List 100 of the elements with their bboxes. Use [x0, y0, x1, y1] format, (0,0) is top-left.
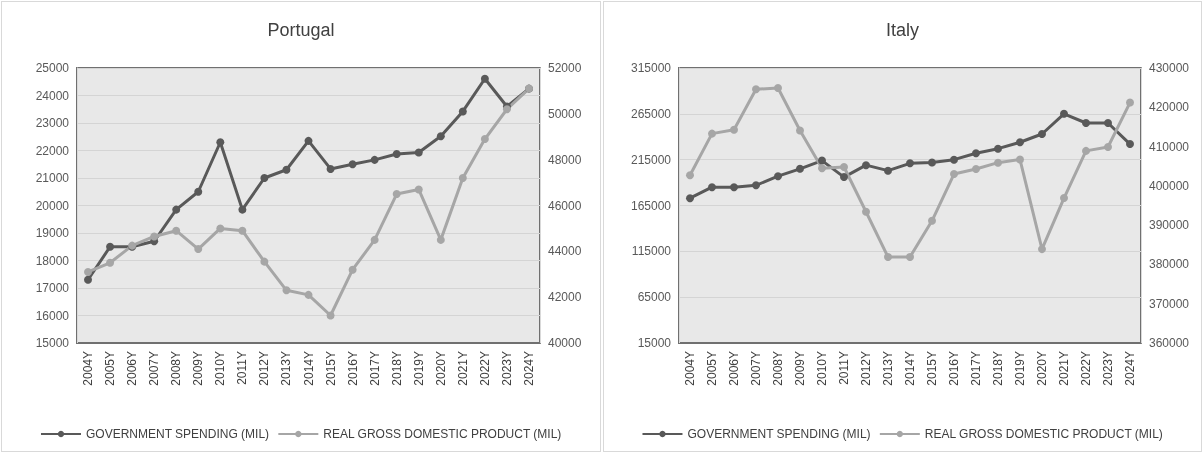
point: [950, 155, 958, 164]
y-tick-label: 21000: [35, 171, 70, 185]
point: [774, 84, 782, 93]
point: [906, 159, 914, 168]
x-tick-label: 2011Y: [837, 351, 851, 385]
point: [708, 129, 716, 138]
point: [818, 164, 826, 173]
y-tick-label: 65000: [637, 290, 672, 305]
x-tick-label: 2012Y: [257, 351, 272, 386]
point: [1126, 98, 1134, 107]
x-tick-label: 2020Y: [1035, 351, 1049, 386]
point: [194, 245, 203, 254]
point: [906, 252, 914, 261]
chart-title: Portugal: [267, 20, 335, 40]
point: [260, 174, 269, 182]
x-tick-label: 2007Y: [749, 351, 763, 386]
x-tick-label: 2024Y: [1123, 351, 1137, 386]
point: [1038, 130, 1046, 138]
point: [238, 205, 247, 214]
x-tick-label: 2020Y: [433, 351, 448, 386]
y2-tick-label: 360000: [1149, 336, 1190, 350]
x-tick-label: 2009Y: [191, 351, 206, 386]
x-tick-label: 2014Y: [301, 351, 316, 386]
y-tick-label: 17000: [35, 281, 70, 295]
point: [884, 252, 892, 261]
y2-tick-label: 40000: [548, 336, 582, 350]
x-tick-label: 2022Y: [477, 351, 492, 386]
y2-tick-label: 50000: [548, 106, 582, 121]
point: [326, 311, 335, 320]
point: [686, 171, 694, 180]
x-tick-label: 2010Y: [213, 351, 228, 386]
point: [796, 126, 804, 135]
x-tick-label: 2013Y: [279, 351, 294, 386]
x-tick-label: 2018Y: [991, 351, 1005, 386]
point: [106, 242, 115, 251]
point: [480, 74, 489, 83]
point: [370, 155, 379, 164]
x-tick-label: 2005Y: [705, 351, 719, 386]
y2-tick-label: 370000: [1149, 296, 1190, 311]
point: [1060, 194, 1068, 203]
point: [796, 164, 804, 173]
point: [150, 232, 159, 241]
point: [392, 150, 401, 159]
x-tick-label: 2006Y: [125, 351, 140, 386]
x-tick-label: 2004Y: [81, 351, 96, 386]
point: [414, 148, 423, 157]
point: [686, 194, 694, 203]
point: [84, 275, 93, 284]
point: [106, 258, 115, 267]
point: [1016, 155, 1024, 164]
point: [260, 257, 269, 266]
point: [840, 173, 848, 182]
point: [436, 132, 445, 141]
point: [172, 205, 181, 214]
x-tick-label: 2016Y: [947, 351, 961, 386]
y-tick-label: 20000: [35, 198, 70, 213]
y2-tick-label: 42000: [548, 290, 582, 305]
x-tick-label: 2021Y: [1057, 351, 1071, 386]
point: [348, 265, 357, 274]
y-tick-label: 22000: [35, 143, 70, 158]
x-tick-label: 2015Y: [925, 351, 939, 386]
point: [282, 286, 291, 295]
point: [752, 181, 760, 190]
x-tick-label: 2022Y: [1079, 351, 1093, 386]
x-tick-label: 2008Y: [169, 351, 184, 386]
point: [84, 267, 93, 276]
point: [994, 158, 1002, 167]
point: [1082, 146, 1090, 155]
y-tick-label: 115000: [631, 244, 672, 259]
point: [972, 149, 980, 158]
x-tick-label: 2023Y: [1101, 351, 1115, 386]
point: [730, 183, 738, 192]
x-tick-label: 2014Y: [903, 351, 917, 386]
point: [326, 164, 335, 173]
y-tick-label: 25000: [35, 61, 70, 75]
point: [862, 207, 870, 216]
y-tick-label: 315000: [630, 61, 672, 75]
point: [194, 187, 203, 196]
y2-tick-label: 430000: [1149, 61, 1190, 75]
x-tick-label: 2007Y: [147, 351, 162, 386]
point: [818, 156, 826, 165]
x-tick-label: 2010Y: [815, 351, 829, 386]
point: [392, 190, 401, 199]
point: [1038, 245, 1046, 254]
point: [884, 166, 892, 175]
x-tick-label: 2016Y: [345, 351, 360, 386]
x-tick-label: 2011Y: [235, 351, 250, 385]
point: [752, 85, 760, 94]
y2-tick-label: 44000: [548, 244, 582, 259]
x-tick-label: 2023Y: [499, 351, 514, 386]
point: [1082, 119, 1090, 127]
point: [1104, 142, 1112, 151]
y-tick-label: 15000: [35, 336, 70, 350]
legend-label: REAL GROSS DOMESTIC PRODUCT (MIL): [924, 427, 1163, 441]
y-tick-label: 23000: [35, 116, 70, 130]
x-tick-label: 2024Y: [521, 351, 536, 386]
x-tick-label: 2019Y: [1013, 351, 1027, 386]
x-tick-label: 2009Y: [793, 351, 807, 386]
point: [1060, 109, 1068, 118]
y2-tick-label: 48000: [548, 152, 582, 167]
